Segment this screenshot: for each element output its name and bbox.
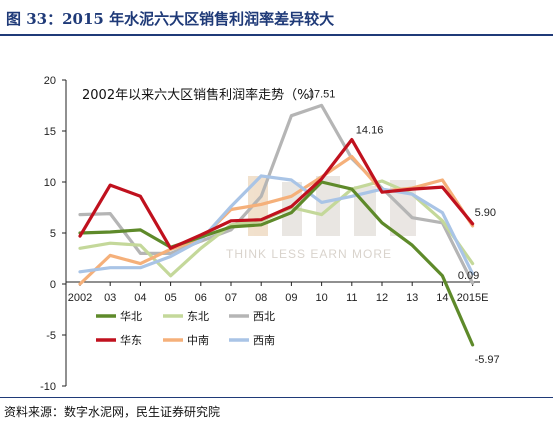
- data-label: -5.97: [475, 354, 500, 366]
- x-ticks: 2002 03 04 05 06 07 08 09 10 11 12 13 14 2015E: [68, 282, 489, 304]
- legend-label-华北: 华北: [120, 309, 142, 323]
- legend-label-东北: 东北: [187, 310, 209, 323]
- data-label: 17.51: [308, 88, 336, 100]
- x-tick-label: 06: [195, 292, 207, 304]
- legend-label-西南: 西南: [253, 334, 275, 347]
- watermark-text: THINK LESS EARN MORE: [226, 247, 392, 261]
- legend-label-华东: 华东: [120, 333, 142, 347]
- y-tick-label: 20: [44, 75, 56, 87]
- source-note: 资料来源：数字水泥网，民生证券研究院: [4, 405, 221, 419]
- x-tick-label: 04: [134, 292, 146, 304]
- x-tick-label: 12: [376, 292, 388, 304]
- x-tick-label: 11: [346, 292, 357, 304]
- y-tick-label: -10: [40, 381, 56, 393]
- x-tick-label: 10: [315, 292, 327, 304]
- y-tick-label: 15: [44, 126, 56, 138]
- y-tick-label: 10: [44, 177, 56, 189]
- series-lines: [78, 103, 475, 347]
- title-rule: [0, 34, 553, 36]
- legend-label-中南: 中南: [187, 334, 209, 347]
- x-tick-label: 05: [164, 292, 176, 304]
- x-tick-label: 2002: [68, 292, 92, 304]
- series-line-华东: [78, 138, 475, 250]
- y-tick-label: 5: [50, 228, 56, 240]
- x-tick-label: 09: [285, 292, 297, 304]
- x-tick-label: 13: [406, 292, 418, 304]
- x-tick-label: 03: [104, 292, 116, 304]
- series-line-西北: [78, 103, 475, 285]
- series-line-华北: [78, 180, 475, 347]
- data-label: 14.16: [356, 125, 384, 137]
- figure-title: 图 33：2015 年水泥六大区销售利润率差异较大: [6, 10, 335, 28]
- y-tick-label: 0: [50, 279, 56, 291]
- y-ticks: 20 15 10 5 0 -5 -10: [40, 75, 66, 393]
- legend-label-西北: 西北: [253, 310, 275, 323]
- series-line-西南: [78, 174, 475, 276]
- data-label: 0.09: [458, 270, 479, 282]
- data-label: 5.90: [475, 207, 496, 219]
- x-tick-label: 08: [255, 292, 267, 304]
- x-tick-label: 2015E: [457, 292, 489, 304]
- x-tick-label: 14: [436, 292, 448, 304]
- chart-title: 2002年以来六大区销售利润率走势（%）: [82, 87, 322, 103]
- x-tick-label: 07: [225, 292, 237, 304]
- y-tick-label: -5: [46, 330, 56, 342]
- source-rule: [0, 397, 553, 398]
- data-labels: 17.51 14.16 5.90 0.09 -5.97: [308, 88, 500, 365]
